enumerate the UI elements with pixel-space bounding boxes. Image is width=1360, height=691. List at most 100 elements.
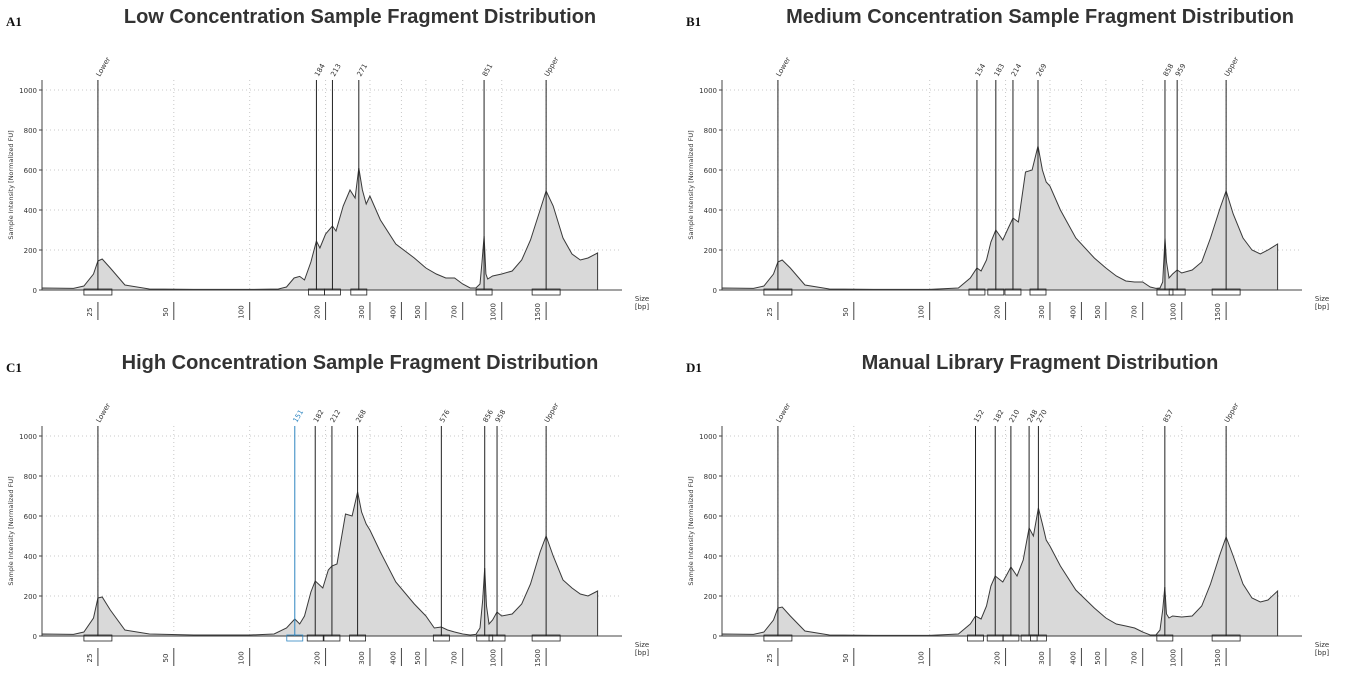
x-tick-label: 300 <box>1038 651 1046 664</box>
peak-label: 212 <box>329 408 343 424</box>
peak-label: 184 <box>313 62 327 78</box>
y-tick-label: 400 <box>704 553 717 561</box>
y-tick-label: 0 <box>33 633 37 641</box>
electropherogram-trace <box>721 145 1279 291</box>
y-tick-label: 1000 <box>19 433 37 441</box>
peak-integration-box <box>1211 288 1241 296</box>
peak-label: 271 <box>356 62 370 78</box>
peak-label: Lower <box>775 56 792 78</box>
x-tick-label: 1500 <box>1214 649 1222 667</box>
x-axis-label: [bp] <box>635 303 650 311</box>
x-tick-label: 100 <box>918 305 926 318</box>
y-tick-label: 600 <box>704 167 717 175</box>
peak-integration-box <box>1156 288 1174 296</box>
y-tick-label: 1000 <box>699 87 717 95</box>
panel-letter: D1 <box>686 360 702 375</box>
y-tick-label: 600 <box>24 167 37 175</box>
peak-integration-box <box>763 634 793 642</box>
peak-label: 958 <box>494 408 508 424</box>
y-tick-label: 800 <box>704 127 717 135</box>
x-tick-label: 200 <box>994 305 1002 318</box>
x-tick-label: 200 <box>314 305 322 318</box>
panel-letter: B1 <box>686 14 702 29</box>
peak-label: 182 <box>992 408 1006 424</box>
x-tick-label: 50 <box>162 654 170 663</box>
peak-integration-box <box>1030 634 1047 642</box>
x-tick-label: 100 <box>238 305 246 318</box>
peak-label: 183 <box>993 62 1007 78</box>
peak-integration-box <box>488 634 506 642</box>
x-tick-label: 700 <box>451 651 459 664</box>
x-tick-label: 100 <box>918 651 926 664</box>
peak-integration-box <box>306 634 324 642</box>
x-tick-label: 50 <box>842 654 850 663</box>
x-tick-label: 50 <box>842 308 850 317</box>
peak-label: 268 <box>354 408 368 424</box>
x-tick-label: 400 <box>389 305 397 318</box>
x-tick-label: 300 <box>358 651 366 664</box>
peak-integration-box <box>763 288 793 296</box>
peak-integration-box <box>1156 634 1174 642</box>
x-axis-label: Size <box>635 641 649 649</box>
electropherogram-trace <box>41 491 599 637</box>
chart-plot: 0 200 400 600 800 1000 Sample Intensity [Norma… <box>687 402 1330 667</box>
peak-integration-box <box>323 634 341 642</box>
peak-integration-box <box>475 288 493 296</box>
peak-label: 152 <box>972 408 986 424</box>
peak-label: 154 <box>974 62 988 78</box>
x-tick-label: 700 <box>1131 651 1139 664</box>
peak-integration-box <box>968 288 986 296</box>
peak-label: 151 <box>292 408 306 424</box>
chart-plot: 0 200 400 600 800 1000 Sample Intensity [Norma… <box>7 402 649 667</box>
panel-letter: A1 <box>6 14 22 29</box>
chart-panel: D1 Manual Library Fragment Distribution … <box>680 346 1360 691</box>
y-tick-label: 0 <box>713 633 717 641</box>
peak-label: 576 <box>438 408 452 424</box>
chart-title: High Concentration Sample Fragment Distr… <box>121 352 599 374</box>
x-tick-label: 25 <box>86 654 94 663</box>
peak-integration-box <box>531 634 561 642</box>
chart-panel: C1 High Concentration Sample Fragment Di… <box>0 346 680 691</box>
x-tick-label: 1500 <box>534 649 542 667</box>
peak-label: 214 <box>1010 62 1024 78</box>
peak-integration-box <box>1211 634 1241 642</box>
peak-label: 269 <box>1035 62 1049 78</box>
peak-integration-box <box>350 288 368 296</box>
peak-label: 270 <box>1035 408 1049 424</box>
peak-label: Upper <box>1223 56 1241 78</box>
chart-plot: 0 200 400 600 800 1000 Sample Intensity [Norma… <box>7 56 650 321</box>
chart-panel: A1 Low Concentration Sample Fragment Dis… <box>0 0 680 345</box>
x-tick-label: 500 <box>414 305 422 318</box>
y-tick-label: 1000 <box>699 433 717 441</box>
y-tick-label: 0 <box>713 287 717 295</box>
x-tick-label: 1000 <box>1170 649 1178 667</box>
x-tick-label: 500 <box>1094 651 1102 664</box>
y-axis-label: Sample Intensity [Normalized FU] <box>7 130 15 239</box>
chart-plot: 0 200 400 600 800 1000 Sample Intensity [Norma… <box>687 56 1329 321</box>
x-axis-label: [bp] <box>1315 649 1330 657</box>
y-tick-label: 400 <box>24 553 37 561</box>
peak-integration-box <box>967 634 984 642</box>
x-tick-label: 300 <box>358 305 366 318</box>
x-tick-label: 400 <box>1069 305 1077 318</box>
peak-integration-box <box>349 634 366 642</box>
peak-label: 851 <box>481 62 495 78</box>
peak-integration-box <box>476 634 494 642</box>
peak-label: Lower <box>95 402 112 424</box>
peak-integration-box <box>1020 634 1038 642</box>
y-tick-label: 0 <box>33 287 37 295</box>
x-tick-label: 25 <box>86 308 94 317</box>
y-tick-label: 800 <box>24 127 37 135</box>
x-tick-label: 300 <box>1038 305 1046 318</box>
peak-integration-box <box>987 288 1005 296</box>
x-tick-label: 200 <box>994 651 1002 664</box>
y-tick-label: 400 <box>704 207 717 215</box>
y-tick-label: 600 <box>24 513 37 521</box>
x-tick-label: 700 <box>1131 305 1139 318</box>
peak-label: Lower <box>95 56 112 78</box>
x-tick-label: 200 <box>314 651 322 664</box>
x-axis-label: Size <box>1315 641 1329 649</box>
x-tick-label: 1000 <box>490 303 498 321</box>
y-tick-label: 200 <box>704 593 717 601</box>
x-tick-label: 400 <box>1069 651 1077 664</box>
